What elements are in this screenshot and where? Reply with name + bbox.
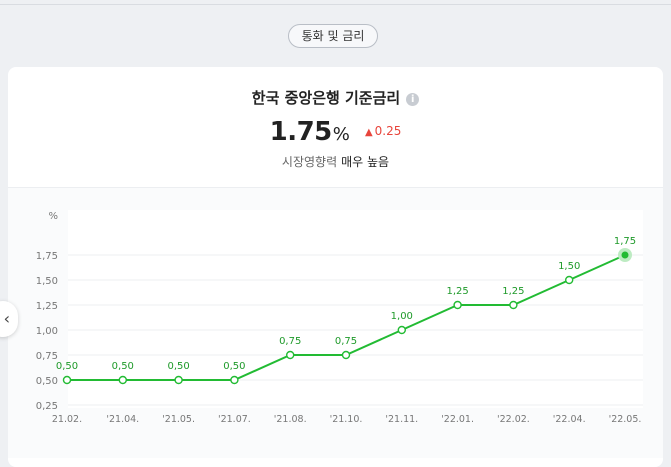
data-label: 1,25 bbox=[446, 286, 468, 297]
data-label: 1,50 bbox=[558, 261, 580, 272]
data-point bbox=[118, 375, 128, 385]
data-label: 1,25 bbox=[502, 286, 524, 297]
data-point bbox=[286, 350, 295, 360]
chart-area: 0,25 0,50 0,75 1,00 1,25 1,50 1,75% 21.02. '21.0… bbox=[8, 187, 663, 458]
rate-change-value: 0.25 bbox=[374, 124, 402, 138]
data-point bbox=[230, 375, 239, 385]
influence-label: 시장영향력 bbox=[281, 155, 338, 169]
data-point bbox=[453, 300, 462, 310]
data-label: 0,50 bbox=[223, 361, 245, 372]
x-tick-label: '21.11. bbox=[385, 414, 418, 425]
card-title-text: 한국 중앙은행 기준금리 bbox=[251, 89, 401, 107]
info-icon[interactable]: i bbox=[406, 93, 420, 106]
x-tick-label: '22.01. bbox=[441, 414, 474, 425]
data-label: 0,50 bbox=[56, 361, 78, 372]
data-point bbox=[62, 375, 72, 385]
x-tick-label: '22.05. bbox=[609, 414, 642, 425]
x-tick-label: '21.05. bbox=[162, 414, 195, 425]
y-tick-label: 0,75 bbox=[36, 351, 58, 362]
influence-value: 매우 높음 bbox=[341, 155, 390, 169]
data-point bbox=[509, 300, 518, 310]
rate-value-line: 1.75% ▲ 0.25 bbox=[8, 117, 663, 147]
y-tick-label: 1,50 bbox=[36, 276, 58, 287]
plot-background bbox=[68, 210, 643, 408]
x-tick-label: '22.02. bbox=[497, 414, 530, 425]
data-label: 1,00 bbox=[391, 311, 413, 322]
x-tick-label: 21.02. bbox=[52, 414, 82, 425]
up-triangle-icon: ▲ bbox=[364, 127, 373, 138]
y-tick-label: 1,00 bbox=[36, 326, 58, 337]
y-tick-label: 1,25 bbox=[36, 301, 58, 312]
category-tag[interactable]: 통화 및 금리 bbox=[288, 24, 378, 48]
data-point bbox=[341, 350, 351, 360]
card-title: 한국 중앙은행 기준금리 i bbox=[8, 87, 663, 108]
market-influence: 시장영향력 매우 높음 bbox=[8, 153, 663, 170]
x-tick-label: '22.04. bbox=[553, 414, 586, 425]
top-divider bbox=[0, 4, 671, 5]
rate-line-chart: 0,250,500,751,001,251,501,75%21.02. '21.0… bbox=[36, 210, 643, 425]
data-label: 0,50 bbox=[112, 361, 134, 372]
x-tick-label: '21.08. bbox=[274, 414, 307, 425]
data-label: 0,75 bbox=[335, 336, 357, 347]
y-tick-label: 0,50 bbox=[36, 376, 58, 387]
x-tick-label: '21.10. bbox=[330, 414, 363, 425]
rate-change: ▲ 0.25 bbox=[365, 124, 401, 138]
x-tick-label: '21.04. bbox=[106, 414, 139, 425]
data-point bbox=[565, 275, 574, 285]
data-point bbox=[174, 375, 183, 385]
data-label: 0,50 bbox=[167, 361, 189, 372]
data-label: 0,75 bbox=[279, 336, 301, 347]
y-tick-label: 0,25 bbox=[36, 401, 58, 412]
y-axis-label: % bbox=[48, 211, 58, 222]
rate-unit: % bbox=[332, 124, 350, 145]
data-label: 1,75 bbox=[614, 236, 636, 247]
x-tick-label: '21.07. bbox=[218, 414, 251, 425]
rate-value: 1.75 bbox=[269, 117, 333, 147]
chevron-left-icon: ‹ bbox=[3, 309, 10, 328]
data-point-current bbox=[621, 251, 629, 259]
y-tick-label: 1,75 bbox=[36, 251, 58, 262]
data-point bbox=[397, 325, 406, 335]
prev-button[interactable]: ‹ bbox=[0, 301, 18, 337]
